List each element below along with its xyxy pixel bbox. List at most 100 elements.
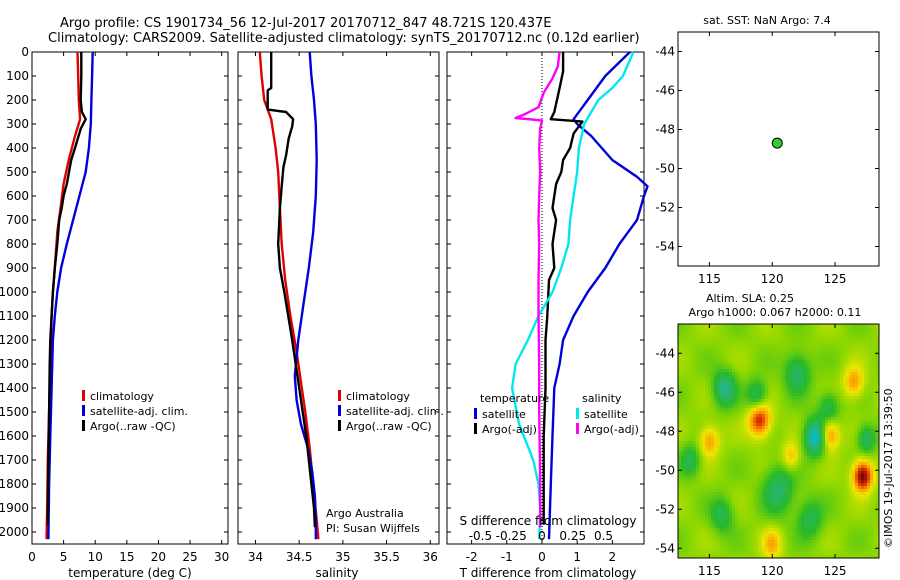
heatmap-cell <box>693 327 696 330</box>
heatmap-cell <box>780 399 783 402</box>
heatmap-cell <box>759 408 762 411</box>
heatmap-cell <box>765 510 768 513</box>
heatmap-cell <box>837 387 840 390</box>
heatmap-cell <box>810 360 813 363</box>
heatmap-cell <box>843 471 846 474</box>
heatmap-cell <box>741 507 744 510</box>
heatmap-cell <box>867 444 870 447</box>
heatmap-cell <box>828 513 831 516</box>
heatmap-cell <box>834 501 837 504</box>
heatmap-cell <box>840 393 843 396</box>
heatmap-cell <box>798 333 801 336</box>
heatmap-cell <box>762 336 765 339</box>
heatmap-cell <box>810 510 813 513</box>
heatmap-cell <box>720 510 723 513</box>
heatmap-cell <box>816 330 819 333</box>
heatmap-cell <box>684 381 687 384</box>
heatmap-cell <box>867 369 870 372</box>
heatmap-cell <box>729 369 732 372</box>
heatmap-cell <box>864 402 867 405</box>
heatmap-cell <box>792 531 795 534</box>
heatmap-cell <box>825 492 828 495</box>
heatmap-cell <box>684 447 687 450</box>
heatmap-cell <box>750 426 753 429</box>
heatmap-cell <box>774 333 777 336</box>
heatmap-cell <box>849 429 852 432</box>
heatmap-cell <box>813 495 816 498</box>
heatmap-cell <box>747 465 750 468</box>
heatmap-cell <box>807 372 810 375</box>
heatmap-cell <box>747 528 750 531</box>
heatmap-cell <box>774 495 777 498</box>
heatmap-cell <box>726 513 729 516</box>
heatmap-cell <box>780 339 783 342</box>
heatmap-cell <box>819 405 822 408</box>
heatmap-cell <box>819 420 822 423</box>
heatmap-cell <box>768 339 771 342</box>
heatmap-cell <box>753 375 756 378</box>
heatmap-cell <box>783 513 786 516</box>
heatmap-cell <box>846 465 849 468</box>
heatmap-cell <box>795 351 798 354</box>
heatmap-cell <box>753 435 756 438</box>
heatmap-cell <box>816 402 819 405</box>
heatmap-cell <box>681 471 684 474</box>
heatmap-cell <box>678 327 681 330</box>
heatmap-cell <box>768 444 771 447</box>
salinity-difference-label: S difference from climatology <box>460 514 637 528</box>
heatmap-cell <box>693 429 696 432</box>
heatmap-cell <box>813 366 816 369</box>
heatmap-cell <box>738 378 741 381</box>
heatmap-cell <box>792 339 795 342</box>
heatmap-cell <box>729 327 732 330</box>
difference-plot-frame <box>446 51 645 545</box>
heatmap-cell <box>795 393 798 396</box>
heatmap-cell <box>816 498 819 501</box>
heatmap-cell <box>846 408 849 411</box>
heatmap-cell <box>723 471 726 474</box>
heatmap-cell <box>774 528 777 531</box>
heatmap-cell <box>678 366 681 369</box>
heatmap-cell <box>834 405 837 408</box>
heatmap-cell <box>864 426 867 429</box>
heatmap-cell <box>747 444 750 447</box>
heatmap-cell <box>771 483 774 486</box>
heatmap-cell <box>810 516 813 519</box>
heatmap-cell <box>846 417 849 420</box>
heatmap-cell <box>729 336 732 339</box>
heatmap-cell <box>831 354 834 357</box>
heatmap-cell <box>825 447 828 450</box>
heatmap-cell <box>783 354 786 357</box>
heatmap-cell <box>687 432 690 435</box>
heatmap-cell <box>876 492 879 495</box>
heatmap-cell <box>705 426 708 429</box>
heatmap-cell <box>816 423 819 426</box>
heatmap-cell <box>714 459 717 462</box>
heatmap-cell <box>846 513 849 516</box>
heatmap-cell <box>819 348 822 351</box>
heatmap-cell <box>732 381 735 384</box>
heatmap-cell <box>810 429 813 432</box>
heatmap-cell <box>870 462 873 465</box>
heatmap-cell <box>717 369 720 372</box>
heatmap-cell <box>774 477 777 480</box>
heatmap-cell <box>849 372 852 375</box>
heatmap-cell <box>750 360 753 363</box>
heatmap-cell <box>822 387 825 390</box>
heatmap-cell <box>846 483 849 486</box>
heatmap-cell <box>840 333 843 336</box>
heatmap-cell <box>849 351 852 354</box>
heatmap-cell <box>876 384 879 387</box>
heatmap-cell <box>711 501 714 504</box>
heatmap-cell <box>783 330 786 333</box>
heatmap-cell <box>804 471 807 474</box>
heatmap-cell <box>699 411 702 414</box>
heatmap-cell <box>726 333 729 336</box>
heatmap-cell <box>801 432 804 435</box>
heatmap-cell <box>807 462 810 465</box>
heatmap-cell <box>681 507 684 510</box>
heatmap-cell <box>840 531 843 534</box>
heatmap-cell <box>720 435 723 438</box>
heatmap-cell <box>801 513 804 516</box>
